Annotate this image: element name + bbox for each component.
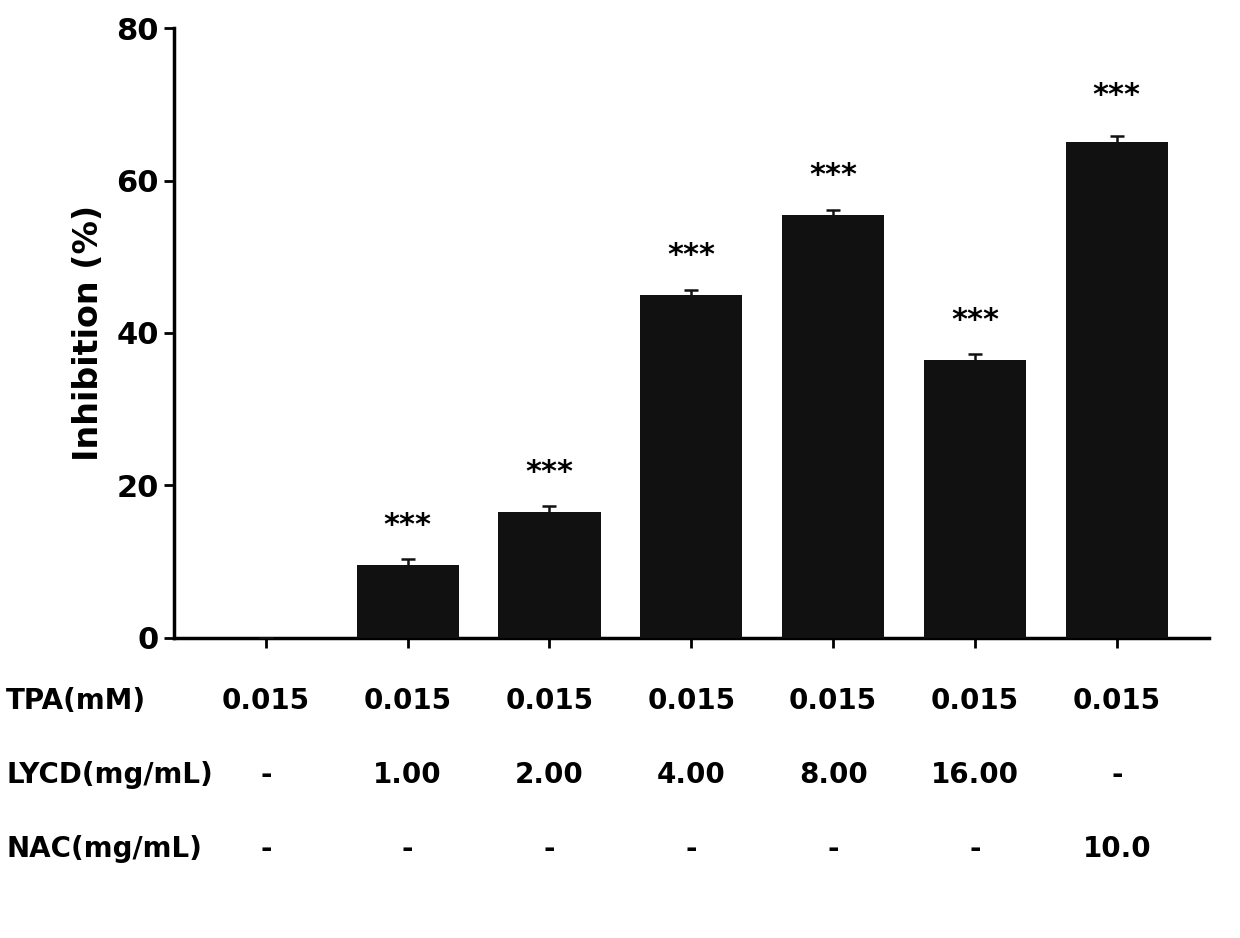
- Text: -: -: [260, 761, 272, 789]
- Text: 2.00: 2.00: [515, 761, 584, 789]
- Text: TPA(mM): TPA(mM): [6, 688, 146, 715]
- Text: -: -: [686, 835, 697, 863]
- Text: -: -: [970, 835, 981, 863]
- Bar: [357, 566, 459, 638]
- Text: -: -: [827, 835, 839, 863]
- Bar: [498, 512, 600, 638]
- Text: 0.015: 0.015: [222, 688, 310, 715]
- Text: 0.015: 0.015: [789, 688, 877, 715]
- Text: -: -: [260, 835, 272, 863]
- Text: ***: ***: [1092, 81, 1141, 110]
- Text: ***: ***: [810, 161, 857, 190]
- Text: ***: ***: [951, 306, 999, 335]
- Bar: [640, 295, 743, 638]
- Text: ***: ***: [667, 241, 715, 270]
- Text: -: -: [543, 835, 556, 863]
- Text: -: -: [1111, 761, 1122, 789]
- Text: ***: ***: [383, 511, 432, 540]
- Text: 0.015: 0.015: [931, 688, 1019, 715]
- Text: 16.00: 16.00: [931, 761, 1019, 789]
- Text: 0.015: 0.015: [363, 688, 451, 715]
- Text: 1.00: 1.00: [373, 761, 441, 789]
- Text: LYCD(mg/mL): LYCD(mg/mL): [6, 761, 213, 789]
- Text: 0.015: 0.015: [506, 688, 594, 715]
- Text: 8.00: 8.00: [799, 761, 868, 789]
- Bar: [1065, 143, 1168, 638]
- Bar: [782, 215, 884, 638]
- Y-axis label: Inhibition (%): Inhibition (%): [72, 204, 105, 461]
- Text: 4.00: 4.00: [657, 761, 725, 789]
- Bar: [924, 359, 1025, 638]
- Text: 10.0: 10.0: [1083, 835, 1151, 863]
- Text: NAC(mg/mL): NAC(mg/mL): [6, 835, 202, 863]
- Text: 0.015: 0.015: [647, 688, 735, 715]
- Text: ***: ***: [526, 458, 573, 487]
- Text: 0.015: 0.015: [1073, 688, 1161, 715]
- Text: -: -: [402, 835, 413, 863]
